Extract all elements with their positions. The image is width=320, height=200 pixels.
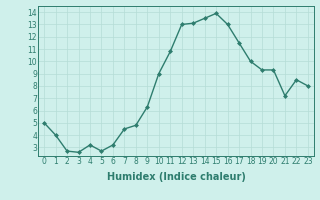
X-axis label: Humidex (Indice chaleur): Humidex (Indice chaleur) — [107, 172, 245, 182]
